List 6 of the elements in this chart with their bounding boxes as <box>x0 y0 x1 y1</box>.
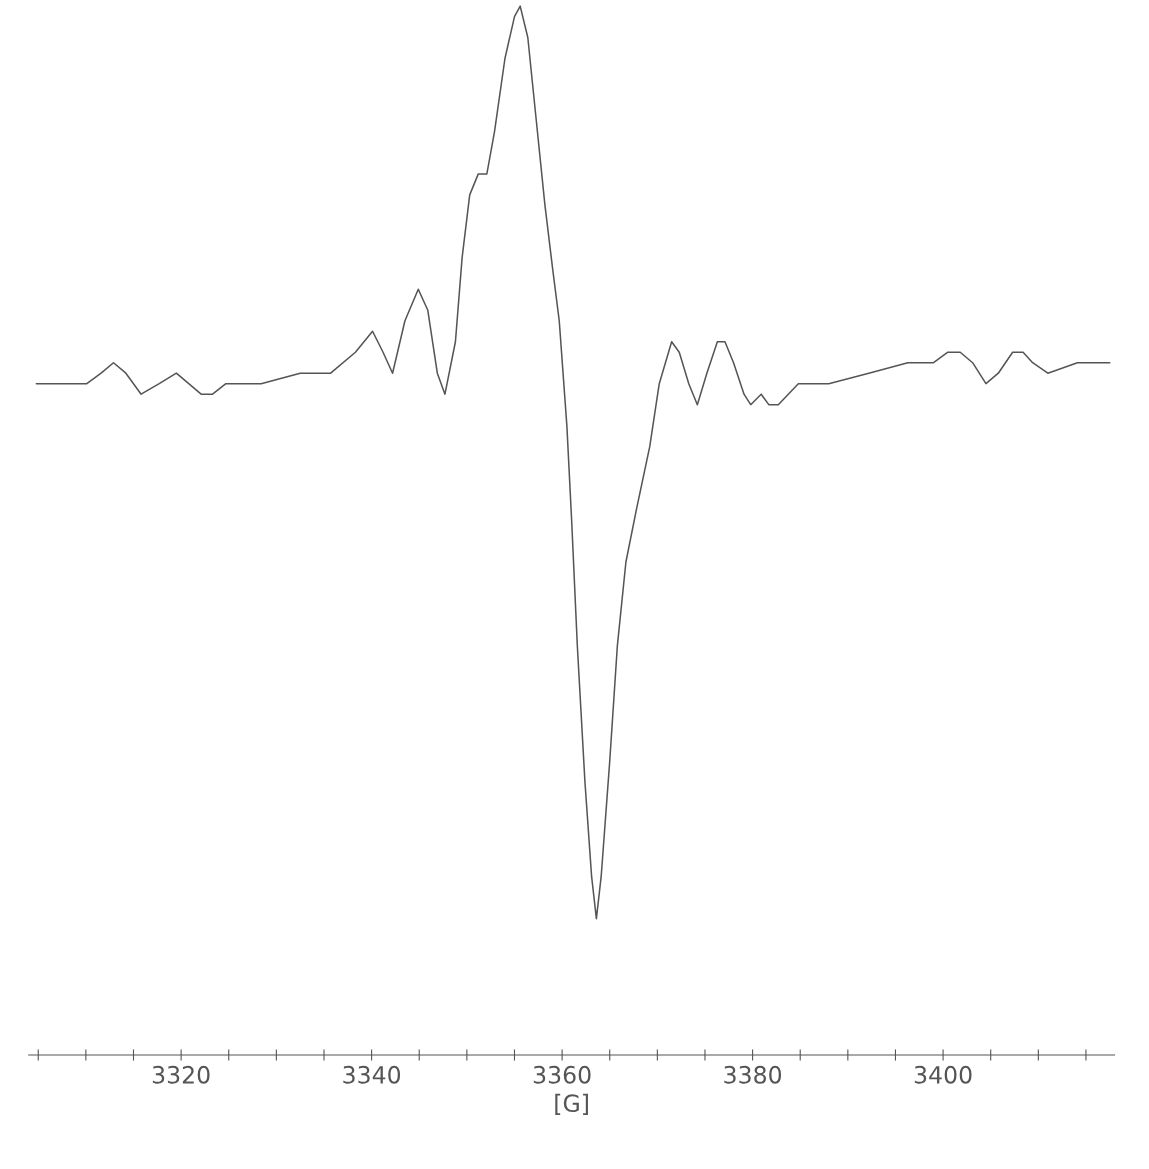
x-tick-label: 3320 <box>152 1065 210 1084</box>
x-axis-title: [G] <box>555 1093 588 1115</box>
x-tick-label: 3340 <box>343 1065 401 1084</box>
x-tick-label: 3360 <box>533 1065 591 1084</box>
x-tick-label: 3380 <box>724 1065 782 1084</box>
x-tick-label: 3400 <box>914 1065 972 1084</box>
